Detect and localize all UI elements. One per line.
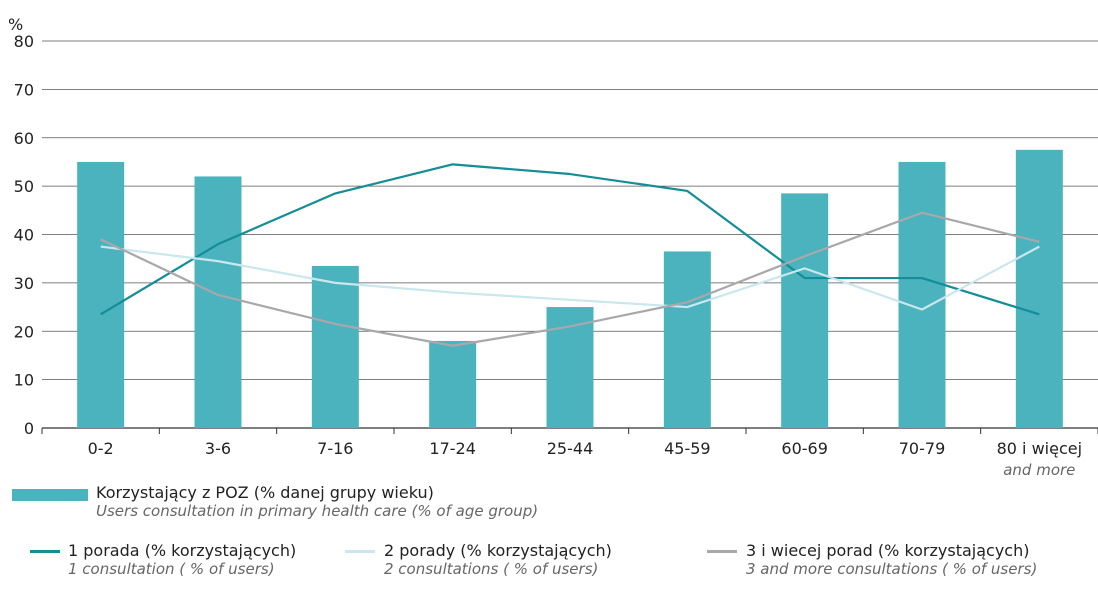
y-tick-label: 10 (14, 371, 34, 390)
bar (546, 307, 594, 428)
legend-label-bar-en: Users consultation in primary health car… (96, 502, 539, 520)
legend-label-line-1-en: 1 consultation ( % of users) (68, 560, 275, 578)
x-tick-label: 45-59 (664, 439, 711, 458)
legend-label-bar: Korzystający z POZ (% danej grupy wieku) (96, 483, 434, 502)
bar (311, 265, 359, 428)
legend-label-line-1: 1 porada (% korzystających) (68, 541, 297, 560)
legend-swatch-bar (12, 489, 88, 501)
series-line (100, 211, 1040, 347)
legend-swatch-line-1 (30, 550, 60, 553)
legend-label-line-3: 3 i wiecej porad (% korzystających) (746, 541, 1030, 560)
legend-swatch-line-2 (345, 550, 375, 553)
x-tick-labels: 0-2 3-6 7-16 17-24 25-44 45-59 60-69 70-79 80 i … (88, 439, 1082, 479)
x-tick-label: 25-44 (547, 439, 594, 458)
series-line (100, 245, 1040, 311)
bar (781, 193, 829, 428)
bar (77, 161, 125, 428)
x-tick-label: 17-24 (429, 439, 476, 458)
x-tick-label: 3-6 (205, 439, 231, 458)
series-lines (100, 163, 1040, 347)
y-tick-label: 30 (14, 274, 34, 293)
y-tick-label: 70 (14, 80, 34, 99)
y-tick-label: 50 (14, 177, 34, 196)
legend-item-line-3: 3 i wiecej porad (% korzystających) 3 an… (746, 541, 1037, 579)
x-tick-label: 80 i więcej (997, 439, 1082, 458)
y-tick-label: 40 (14, 226, 34, 245)
bar (1015, 149, 1063, 428)
y-tick-labels: 0 10 20 30 40 50 60 70 80 (14, 32, 34, 438)
y-tick-label: 20 (14, 322, 34, 341)
legend-label-line-2: 2 porady (% korzystających) (384, 541, 612, 560)
y-tick-label: 80 (14, 32, 34, 51)
bar (429, 340, 477, 428)
legend-item-bar: Korzystający z POZ (% danej grupy wieku)… (96, 483, 538, 521)
bar (898, 161, 946, 428)
legend-item-line-1: 1 porada (% korzystających) 1 consultati… (68, 541, 296, 579)
x-tick-label: 0-2 (88, 439, 114, 458)
legend-item-line-2: 2 porady (% korzystających) 2 consultati… (384, 541, 612, 579)
x-tick-sublabel: and more (1003, 461, 1075, 479)
x-tick-label: 7-16 (317, 439, 353, 458)
legend-swatch-line-3 (707, 550, 737, 553)
bars (77, 149, 1063, 428)
legend-label-line-3-en: 3 and more consultations ( % of users) (746, 560, 1038, 578)
bar (194, 176, 242, 428)
x-tick-label: 70-79 (899, 439, 946, 458)
series-line (100, 163, 1040, 316)
y-tick-label: 0 (24, 419, 34, 438)
bar (663, 251, 711, 428)
x-tick-label: 60-69 (781, 439, 828, 458)
legend-label-line-2-en: 2 consultations ( % of users) (384, 560, 599, 578)
y-axis-label: % (8, 15, 23, 34)
y-tick-label: 60 (14, 129, 34, 148)
